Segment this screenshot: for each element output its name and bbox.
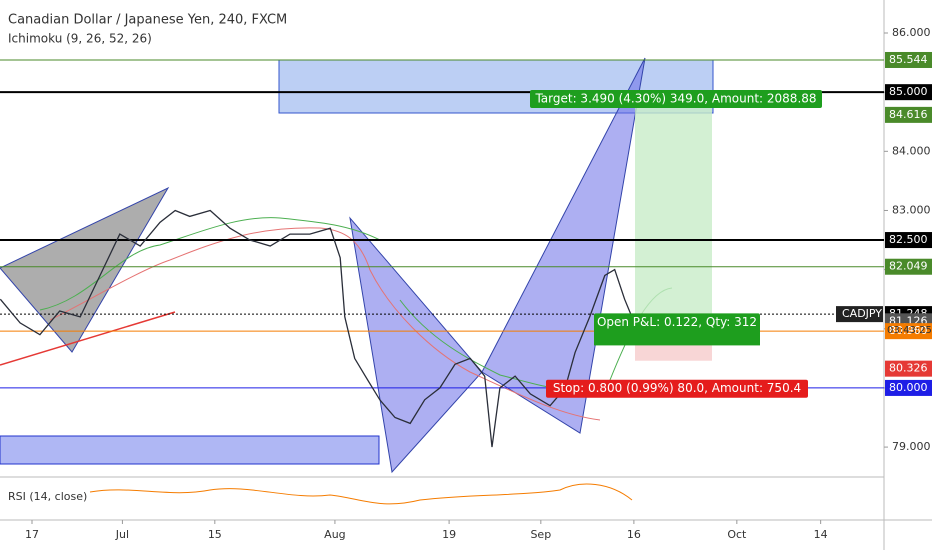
price-label-bg [885, 360, 932, 377]
stop-label-bg [546, 379, 808, 398]
price-label: 84.616 [889, 108, 928, 121]
x-tick-label: 19 [442, 528, 456, 541]
pnl-label: Open P&L: 0.122, Qty: 312 [597, 315, 757, 329]
price-label: 85.544 [889, 53, 928, 66]
rsi-line [89, 483, 633, 505]
price-label-bg [885, 84, 932, 101]
rectangle-zone [0, 435, 380, 465]
x-tick-label: 17 [25, 528, 39, 541]
x-tick-label: Aug [324, 528, 345, 541]
x-tick-label: 16 [627, 528, 641, 541]
x-tick-label: Sep [530, 528, 551, 541]
rsi-label: RSI (14, close) [8, 490, 87, 503]
x-tick-label: 14 [814, 528, 828, 541]
rr-label-bg [594, 329, 760, 346]
price-label: 82.049 [889, 260, 928, 273]
price-label: 80.960 [889, 324, 928, 337]
triangle [0, 186, 170, 353]
y-tick-label: 86.000 [892, 26, 931, 39]
profit-zone [635, 106, 712, 314]
x-tick-label: 15 [208, 528, 222, 541]
pnl-label-bg [594, 313, 760, 332]
price-label-bg [885, 379, 932, 396]
y-tick-label: 84.000 [892, 144, 931, 157]
x-tick-label: Jul [115, 528, 129, 541]
price-label: 82.500 [889, 233, 928, 246]
price-label: 80.326 [889, 362, 928, 375]
stop-label: Stop: 0.800 (0.99%) 80.0, Amount: 750.4 [553, 381, 801, 395]
pattern-xab [349, 216, 483, 474]
indicator-label: Ichimoku (9, 26, 52, 26) [8, 32, 152, 46]
countdown: 03:43:25 [887, 325, 932, 336]
price-label-bg [885, 258, 932, 275]
price-label-bg [885, 51, 932, 68]
symbol-label: CADJPY [842, 307, 882, 320]
y-tick-label: 79.000 [892, 440, 931, 453]
target-label-bg [530, 89, 822, 108]
trend-line [0, 311, 176, 366]
price-label-bg [885, 232, 932, 249]
price-label-bg [885, 323, 932, 340]
chart-title: Canadian Dollar / Japanese Yen, 240, FXC… [8, 13, 287, 28]
pattern-bcd [481, 57, 646, 434]
symbol-label-bg [836, 306, 883, 323]
y-tick-label: 83.000 [892, 203, 931, 216]
price-label-bg [885, 106, 932, 123]
price-line [0, 209, 633, 448]
target-label: Target: 3.490 (4.30%) 349.0, Amount: 208… [534, 91, 816, 105]
price-label: 85.000 [889, 85, 928, 98]
x-tick-label: Oct [727, 528, 747, 541]
ichimoku-span [49, 227, 601, 421]
price-label: 80.000 [889, 381, 928, 394]
